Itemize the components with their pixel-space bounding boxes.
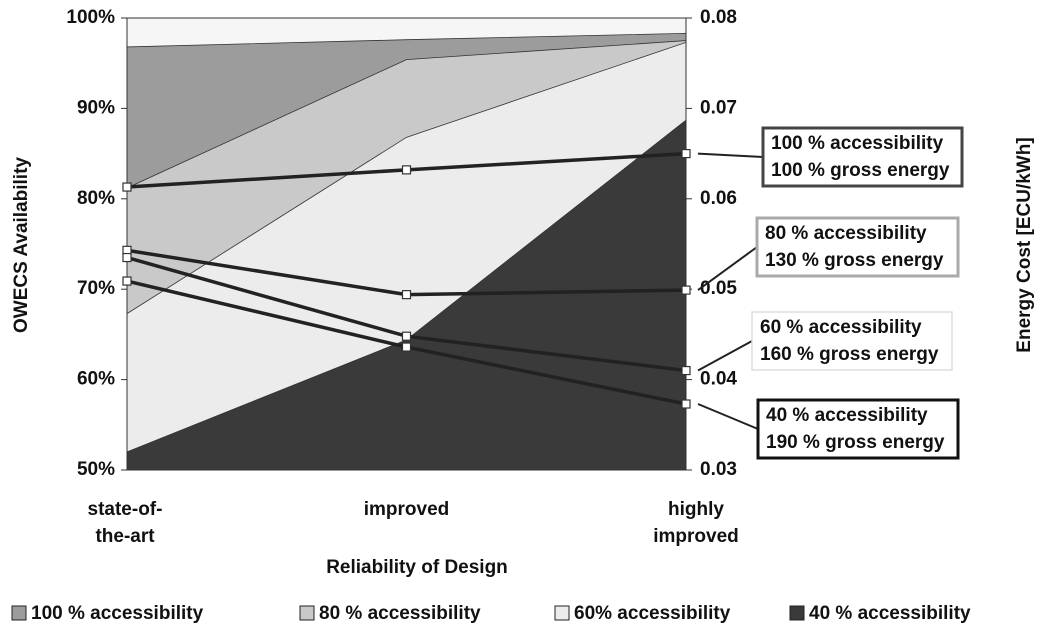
marker: [401, 290, 412, 300]
y-tick-label: 70%: [77, 278, 115, 299]
y2-axis-label: Energy Cost [ECU/kWh]: [1014, 137, 1035, 352]
connector: [697, 246, 758, 291]
marker: [122, 276, 132, 286]
x-tick-label: improved: [364, 499, 450, 520]
y-tick-label: 90%: [77, 97, 115, 118]
marker: [681, 149, 691, 159]
y-axis-label: OWECS Availability: [11, 157, 32, 333]
y2-tick-label: 0.04: [700, 369, 737, 390]
series-label: 160 % gross energy: [760, 344, 939, 365]
y2-tick-label: 0.08: [700, 7, 737, 28]
legend-swatch: [299, 605, 315, 621]
label-box: [756, 398, 960, 460]
y2-tick-label: 0.06: [700, 188, 737, 209]
legend-swatch: [789, 605, 805, 621]
marker: [401, 331, 412, 341]
marker: [681, 399, 691, 409]
x-axis-label: Reliability of Design: [326, 557, 508, 578]
y-tick-label: 100%: [66, 7, 115, 28]
x-tick-label: improved: [653, 526, 739, 547]
x-tick-label: the-art: [95, 526, 155, 547]
x-tick-label: state-of-: [88, 499, 163, 520]
marker: [122, 182, 132, 192]
y-tick-label: 50%: [77, 459, 115, 480]
label-box: [751, 311, 953, 371]
legend-label: 60% accessibility: [574, 603, 731, 624]
series-label: 100 % gross energy: [771, 160, 950, 181]
connector: [697, 152, 764, 158]
plot-frame: [126, 17, 687, 471]
series-label: 130 % gross energy: [765, 250, 944, 271]
connector: [697, 403, 759, 430]
marker: [681, 365, 691, 376]
x-tick-label: highly: [668, 499, 724, 520]
series-label: 60 % accessibility: [760, 317, 922, 338]
marker: [681, 285, 691, 295]
marker: [122, 252, 132, 263]
y2-tick-label: 0.05: [700, 278, 737, 299]
legend-label: 80 % accessibility: [319, 603, 481, 624]
y-tick-label: 60%: [77, 369, 115, 390]
legend-swatch: [554, 605, 570, 621]
series-label: 40 % accessibility: [766, 405, 928, 426]
label-box: [755, 216, 960, 278]
y-tick-label: 80%: [77, 188, 115, 209]
y2-tick-label: 0.03: [700, 459, 737, 480]
series-label: 190 % gross energy: [766, 432, 945, 453]
marker: [401, 342, 412, 352]
marker: [401, 165, 412, 175]
connector: [697, 340, 753, 372]
label-box: [761, 126, 964, 188]
series-label: 100 % accessibility: [771, 133, 944, 154]
legend-label: 100 % accessibility: [31, 603, 204, 624]
y2-tick-label: 0.07: [700, 97, 737, 118]
legend-swatch: [11, 605, 27, 621]
series-label: 80 % accessibility: [765, 223, 927, 244]
legend-label: 40 % accessibility: [809, 603, 971, 624]
